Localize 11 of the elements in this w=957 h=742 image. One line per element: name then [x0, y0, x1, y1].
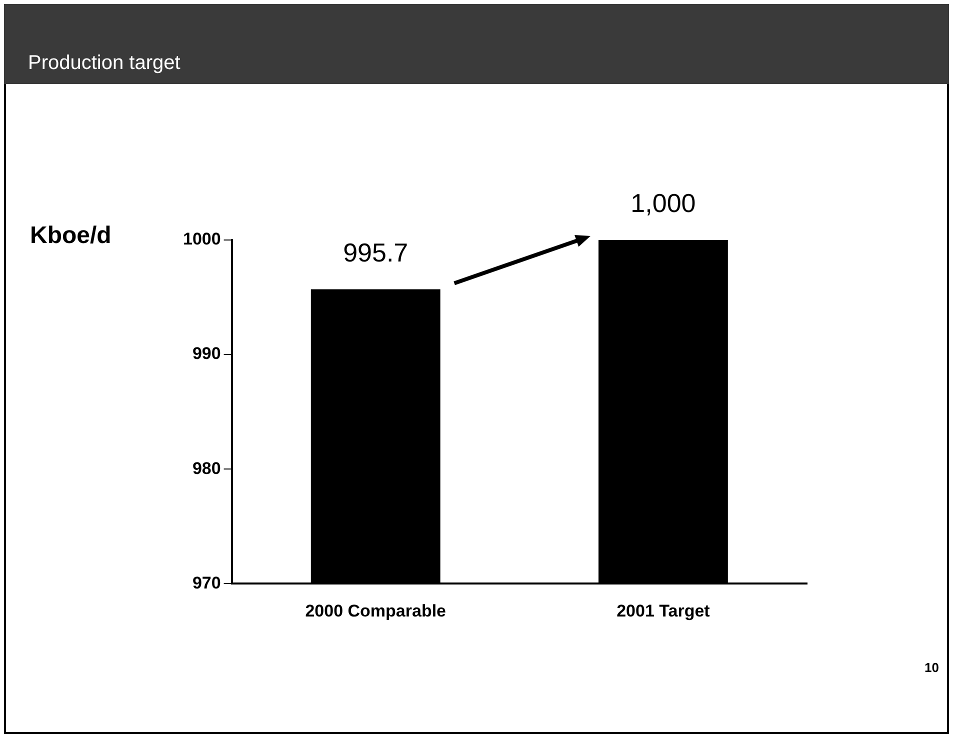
chart-title: Production target	[28, 52, 180, 75]
y-tick-label: 980	[192, 458, 221, 478]
data-label: 995.7	[343, 237, 408, 268]
x-tick-label: 2001 Target	[616, 601, 710, 620]
text: 10	[924, 660, 939, 675]
data-label: 1,000	[630, 188, 696, 218]
y-tick-label: 990	[192, 344, 221, 364]
y-tick-label: 1000	[182, 230, 221, 249]
y-axis-title: Kboe/d	[30, 222, 112, 250]
x-tick-label: 2000 Comparable	[305, 601, 446, 620]
y-tick-label: 970	[192, 573, 221, 592]
